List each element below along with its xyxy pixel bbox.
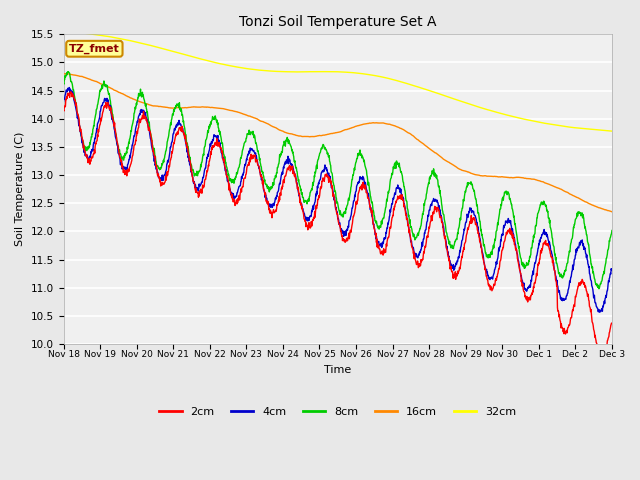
Title: Tonzi Soil Temperature Set A: Tonzi Soil Temperature Set A bbox=[239, 15, 436, 29]
8cm bbox=[60, 81, 67, 86]
16cm bbox=[60, 71, 67, 77]
32cm bbox=[495, 110, 502, 116]
8cm bbox=[608, 228, 616, 233]
2cm bbox=[608, 320, 616, 326]
X-axis label: Time: Time bbox=[324, 365, 351, 375]
Line: 2cm: 2cm bbox=[63, 92, 612, 356]
2cm bbox=[182, 141, 189, 146]
32cm bbox=[608, 128, 616, 134]
Y-axis label: Soil Temperature (C): Soil Temperature (C) bbox=[15, 132, 25, 246]
16cm bbox=[182, 105, 189, 110]
Line: 16cm: 16cm bbox=[63, 74, 612, 212]
16cm bbox=[168, 105, 176, 111]
Legend: 2cm, 4cm, 8cm, 16cm, 32cm: 2cm, 4cm, 8cm, 16cm, 32cm bbox=[155, 402, 520, 421]
Text: TZ_fmet: TZ_fmet bbox=[69, 44, 120, 54]
32cm bbox=[243, 66, 251, 72]
32cm bbox=[168, 48, 176, 54]
2cm bbox=[169, 148, 177, 154]
8cm bbox=[543, 207, 551, 213]
8cm bbox=[495, 216, 502, 221]
4cm bbox=[543, 231, 551, 237]
2cm bbox=[495, 266, 502, 272]
8cm bbox=[595, 286, 603, 292]
8cm bbox=[182, 132, 189, 137]
4cm bbox=[596, 309, 604, 315]
4cm bbox=[423, 218, 431, 224]
8cm bbox=[423, 188, 431, 193]
4cm bbox=[182, 141, 189, 146]
2cm bbox=[423, 233, 431, 239]
8cm bbox=[169, 111, 177, 117]
2cm bbox=[243, 164, 251, 169]
16cm bbox=[608, 209, 616, 215]
16cm bbox=[243, 112, 251, 118]
16cm bbox=[495, 174, 502, 180]
Line: 8cm: 8cm bbox=[63, 72, 612, 289]
2cm bbox=[67, 89, 75, 95]
16cm bbox=[423, 144, 431, 149]
Line: 32cm: 32cm bbox=[63, 31, 612, 131]
8cm bbox=[64, 69, 72, 75]
32cm bbox=[60, 28, 67, 34]
2cm bbox=[60, 108, 67, 113]
4cm bbox=[608, 266, 616, 272]
4cm bbox=[243, 154, 251, 160]
4cm bbox=[169, 137, 177, 143]
32cm bbox=[182, 52, 189, 58]
4cm bbox=[65, 84, 73, 90]
2cm bbox=[543, 241, 551, 247]
4cm bbox=[60, 98, 67, 104]
32cm bbox=[543, 121, 550, 127]
16cm bbox=[543, 180, 550, 186]
8cm bbox=[243, 131, 251, 136]
4cm bbox=[495, 245, 502, 251]
Line: 4cm: 4cm bbox=[63, 87, 612, 312]
32cm bbox=[423, 87, 431, 93]
2cm bbox=[596, 353, 604, 359]
